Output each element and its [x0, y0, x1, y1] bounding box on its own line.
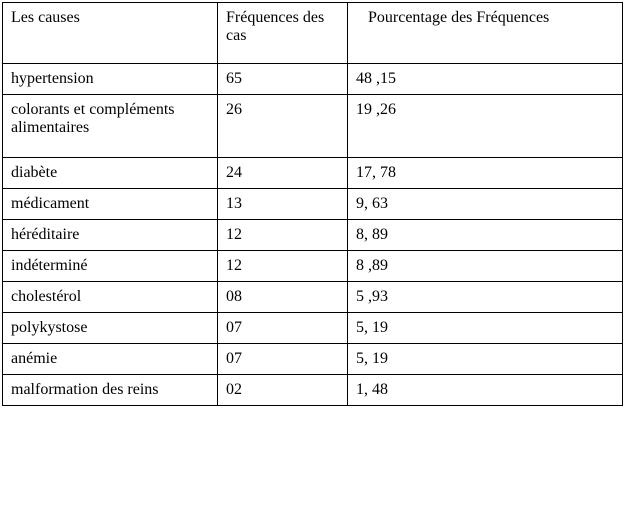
cell-freq: 26	[218, 95, 348, 158]
cell-cause: malformation des reins	[3, 375, 218, 406]
table-row: hypertension 65 48 ,15	[3, 64, 623, 95]
cell-pct: 5, 19	[348, 313, 623, 344]
table-row: cholestérol 08 5 ,93	[3, 282, 623, 313]
cell-freq: 12	[218, 220, 348, 251]
causes-table: Les causes Fréquences des cas Pourcentag…	[2, 2, 623, 406]
cell-pct: 8, 89	[348, 220, 623, 251]
table-row: colorants et compléments alimentaires 26…	[3, 95, 623, 158]
cell-freq: 02	[218, 375, 348, 406]
header-frequency: Fréquences des cas	[218, 3, 348, 64]
cell-pct: 1, 48	[348, 375, 623, 406]
cell-pct: 9, 63	[348, 189, 623, 220]
cell-cause: diabète	[3, 158, 218, 189]
cell-cause: médicament	[3, 189, 218, 220]
table-row: malformation des reins 02 1, 48	[3, 375, 623, 406]
cell-freq: 12	[218, 251, 348, 282]
cell-freq: 08	[218, 282, 348, 313]
cell-cause: colorants et compléments alimentaires	[3, 95, 218, 158]
table-row: indéterminé 12 8 ,89	[3, 251, 623, 282]
cell-pct: 8 ,89	[348, 251, 623, 282]
cell-pct: 17, 78	[348, 158, 623, 189]
cell-pct: 19 ,26	[348, 95, 623, 158]
cell-cause: indéterminé	[3, 251, 218, 282]
cell-pct: 5, 19	[348, 344, 623, 375]
cell-cause: héréditaire	[3, 220, 218, 251]
cell-cause: polykystose	[3, 313, 218, 344]
table-header-row: Les causes Fréquences des cas Pourcentag…	[3, 3, 623, 64]
cell-freq: 65	[218, 64, 348, 95]
table-row: diabète 24 17, 78	[3, 158, 623, 189]
cell-pct: 5 ,93	[348, 282, 623, 313]
cell-freq: 13	[218, 189, 348, 220]
table-row: anémie 07 5, 19	[3, 344, 623, 375]
table-row: polykystose 07 5, 19	[3, 313, 623, 344]
cell-freq: 07	[218, 344, 348, 375]
header-percentage: Pourcentage des Fréquences	[348, 3, 623, 64]
cell-freq: 24	[218, 158, 348, 189]
table-row: héréditaire 12 8, 89	[3, 220, 623, 251]
cell-cause: anémie	[3, 344, 218, 375]
header-causes: Les causes	[3, 3, 218, 64]
table-row: médicament 13 9, 63	[3, 189, 623, 220]
cell-freq: 07	[218, 313, 348, 344]
cell-pct: 48 ,15	[348, 64, 623, 95]
cell-cause: hypertension	[3, 64, 218, 95]
cell-cause: cholestérol	[3, 282, 218, 313]
